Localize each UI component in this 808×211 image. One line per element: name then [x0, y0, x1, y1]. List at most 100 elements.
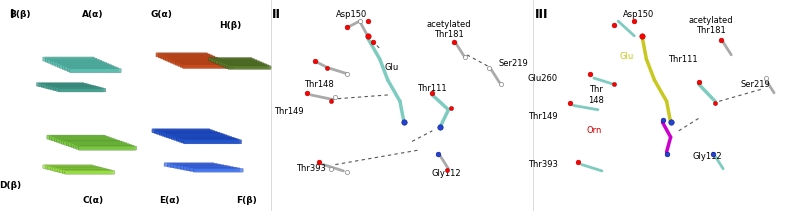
- FancyBboxPatch shape: [187, 167, 237, 171]
- Text: Asp150: Asp150: [336, 10, 367, 19]
- FancyBboxPatch shape: [78, 146, 137, 150]
- FancyBboxPatch shape: [164, 163, 214, 166]
- Text: F(β): F(β): [236, 196, 257, 205]
- FancyBboxPatch shape: [39, 83, 86, 87]
- FancyBboxPatch shape: [228, 66, 271, 69]
- FancyBboxPatch shape: [60, 169, 110, 173]
- FancyBboxPatch shape: [170, 164, 221, 168]
- FancyBboxPatch shape: [171, 135, 229, 140]
- Text: C(α): C(α): [82, 196, 103, 205]
- Text: B(β): B(β): [10, 10, 31, 19]
- Text: Gly112: Gly112: [431, 169, 461, 177]
- FancyBboxPatch shape: [74, 144, 132, 149]
- FancyBboxPatch shape: [62, 65, 114, 70]
- FancyBboxPatch shape: [183, 166, 234, 170]
- FancyBboxPatch shape: [61, 140, 120, 144]
- FancyBboxPatch shape: [48, 86, 96, 89]
- FancyBboxPatch shape: [159, 131, 217, 135]
- FancyBboxPatch shape: [190, 168, 240, 172]
- FancyBboxPatch shape: [47, 135, 105, 139]
- Text: II: II: [272, 8, 281, 22]
- FancyBboxPatch shape: [183, 64, 234, 69]
- FancyBboxPatch shape: [53, 61, 104, 65]
- FancyBboxPatch shape: [154, 130, 213, 134]
- FancyBboxPatch shape: [62, 170, 112, 174]
- Text: Ser219: Ser219: [741, 80, 770, 89]
- Text: Orn: Orn: [586, 126, 602, 135]
- Text: G(α): G(α): [150, 10, 173, 19]
- FancyBboxPatch shape: [48, 166, 98, 170]
- FancyBboxPatch shape: [178, 62, 229, 66]
- FancyBboxPatch shape: [169, 135, 227, 139]
- FancyBboxPatch shape: [177, 165, 227, 169]
- FancyBboxPatch shape: [164, 133, 222, 137]
- Text: Glu: Glu: [385, 63, 399, 72]
- Text: acetylated
Thr181: acetylated Thr181: [688, 16, 734, 35]
- Text: Thr
148: Thr 148: [588, 85, 604, 105]
- FancyBboxPatch shape: [218, 62, 262, 65]
- Text: D(β): D(β): [0, 181, 21, 190]
- FancyBboxPatch shape: [174, 165, 224, 168]
- FancyBboxPatch shape: [211, 58, 255, 62]
- FancyBboxPatch shape: [168, 58, 220, 62]
- FancyBboxPatch shape: [50, 60, 102, 64]
- FancyBboxPatch shape: [53, 167, 103, 171]
- FancyBboxPatch shape: [54, 138, 112, 142]
- Text: H(β): H(β): [219, 21, 242, 30]
- FancyBboxPatch shape: [59, 139, 117, 143]
- Text: Asp150: Asp150: [623, 10, 654, 19]
- FancyBboxPatch shape: [49, 136, 107, 140]
- FancyBboxPatch shape: [170, 59, 222, 63]
- FancyBboxPatch shape: [69, 143, 127, 147]
- Text: acetylated
Thr181: acetylated Thr181: [426, 20, 471, 39]
- FancyBboxPatch shape: [48, 59, 99, 63]
- FancyBboxPatch shape: [58, 88, 106, 92]
- FancyBboxPatch shape: [55, 168, 105, 172]
- Text: Thr149: Thr149: [528, 112, 558, 120]
- FancyBboxPatch shape: [162, 132, 220, 136]
- FancyBboxPatch shape: [65, 66, 116, 71]
- FancyBboxPatch shape: [157, 130, 215, 135]
- Text: Thr149: Thr149: [275, 107, 304, 116]
- Text: Glu260: Glu260: [528, 74, 558, 83]
- FancyBboxPatch shape: [221, 63, 264, 66]
- Text: Thr393: Thr393: [297, 164, 326, 173]
- FancyBboxPatch shape: [225, 65, 269, 68]
- FancyBboxPatch shape: [183, 140, 242, 144]
- Text: Gly112: Gly112: [692, 152, 722, 161]
- Text: I: I: [10, 8, 15, 22]
- FancyBboxPatch shape: [46, 85, 94, 89]
- FancyBboxPatch shape: [67, 68, 119, 72]
- FancyBboxPatch shape: [76, 145, 134, 149]
- FancyBboxPatch shape: [223, 64, 267, 67]
- FancyBboxPatch shape: [45, 165, 95, 169]
- Text: Thr148: Thr148: [305, 80, 334, 89]
- Text: Ser219: Ser219: [499, 59, 528, 68]
- FancyBboxPatch shape: [180, 166, 230, 170]
- FancyBboxPatch shape: [180, 63, 232, 68]
- FancyBboxPatch shape: [167, 163, 217, 167]
- FancyBboxPatch shape: [152, 129, 210, 133]
- FancyBboxPatch shape: [193, 168, 243, 172]
- FancyBboxPatch shape: [51, 86, 99, 90]
- FancyBboxPatch shape: [173, 60, 225, 64]
- FancyBboxPatch shape: [43, 165, 93, 169]
- FancyBboxPatch shape: [71, 143, 129, 148]
- FancyBboxPatch shape: [163, 56, 215, 60]
- FancyBboxPatch shape: [69, 69, 121, 73]
- FancyBboxPatch shape: [213, 60, 257, 63]
- FancyBboxPatch shape: [60, 64, 112, 69]
- Text: Thr111: Thr111: [418, 84, 447, 93]
- FancyBboxPatch shape: [179, 138, 237, 142]
- FancyBboxPatch shape: [161, 55, 213, 59]
- FancyBboxPatch shape: [64, 141, 122, 145]
- FancyBboxPatch shape: [36, 83, 84, 86]
- FancyBboxPatch shape: [158, 54, 210, 58]
- Text: Thr111: Thr111: [668, 55, 697, 64]
- FancyBboxPatch shape: [44, 84, 91, 88]
- Text: E(α): E(α): [159, 196, 180, 205]
- FancyBboxPatch shape: [55, 62, 107, 66]
- FancyBboxPatch shape: [52, 137, 110, 141]
- FancyBboxPatch shape: [53, 87, 101, 91]
- FancyBboxPatch shape: [57, 169, 107, 172]
